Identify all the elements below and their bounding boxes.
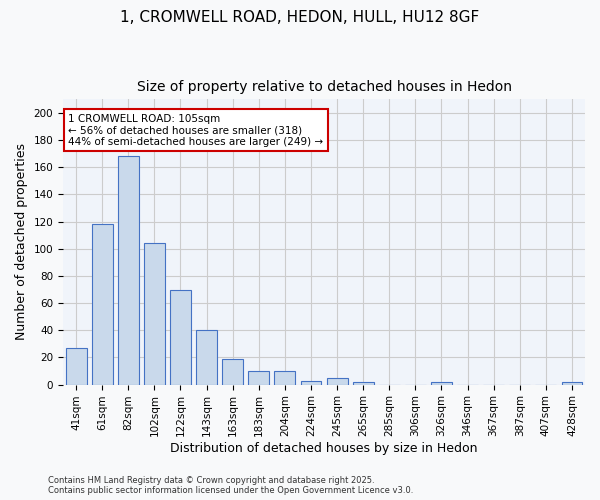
Bar — [353, 382, 374, 384]
Bar — [118, 156, 139, 384]
Bar — [222, 359, 243, 384]
Bar — [326, 378, 347, 384]
Bar — [92, 224, 113, 384]
Text: Contains HM Land Registry data © Crown copyright and database right 2025.
Contai: Contains HM Land Registry data © Crown c… — [48, 476, 413, 495]
Bar — [144, 244, 165, 384]
Bar — [248, 371, 269, 384]
Bar — [170, 290, 191, 384]
Bar — [301, 380, 322, 384]
Bar — [274, 371, 295, 384]
Title: Size of property relative to detached houses in Hedon: Size of property relative to detached ho… — [137, 80, 512, 94]
Y-axis label: Number of detached properties: Number of detached properties — [15, 144, 28, 340]
Bar — [196, 330, 217, 384]
Bar — [562, 382, 583, 384]
X-axis label: Distribution of detached houses by size in Hedon: Distribution of detached houses by size … — [170, 442, 478, 455]
Bar — [431, 382, 452, 384]
Text: 1, CROMWELL ROAD, HEDON, HULL, HU12 8GF: 1, CROMWELL ROAD, HEDON, HULL, HU12 8GF — [121, 10, 479, 25]
Text: 1 CROMWELL ROAD: 105sqm
← 56% of detached houses are smaller (318)
44% of semi-d: 1 CROMWELL ROAD: 105sqm ← 56% of detache… — [68, 114, 323, 147]
Bar — [65, 348, 86, 385]
